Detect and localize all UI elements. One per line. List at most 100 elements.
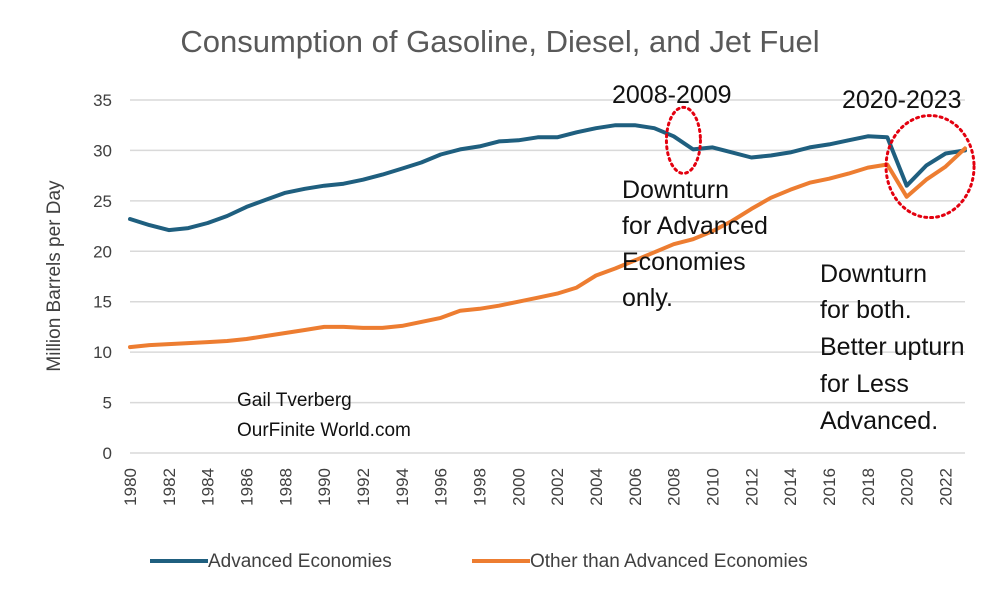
data-point-advanced <box>497 139 501 143</box>
highlight-circle-2008-2009 <box>664 105 702 175</box>
y-tick-label: 0 <box>103 444 112 463</box>
data-point-other <box>594 273 598 277</box>
data-point-other <box>322 325 326 329</box>
x-tick-label: 2002 <box>548 468 567 506</box>
data-point-other <box>283 331 287 335</box>
series-line-other <box>128 146 967 350</box>
x-tick-label: 2006 <box>626 468 645 506</box>
y-tick-label: 15 <box>93 293 112 312</box>
y-tick-label: 35 <box>93 91 112 110</box>
x-tick-label: 1998 <box>471 468 490 506</box>
data-point-advanced <box>245 205 249 209</box>
data-point-other <box>730 219 734 223</box>
y-tick-label: 5 <box>103 394 112 413</box>
data-point-other <box>186 341 190 345</box>
data-point-other <box>361 326 365 330</box>
x-tick-label: 1986 <box>238 468 257 506</box>
data-point-advanced <box>594 126 598 130</box>
data-point-advanced <box>439 152 443 156</box>
y-tick-labels: 0 5 10 15 20 25 30 35 <box>93 91 112 463</box>
data-point-other <box>613 266 617 270</box>
data-point-advanced <box>808 145 812 149</box>
x-tick-label: 2018 <box>859 468 878 506</box>
data-point-advanced <box>283 191 287 195</box>
data-point-advanced <box>206 221 210 225</box>
data-point-advanced <box>749 155 753 159</box>
data-point-other <box>380 326 384 330</box>
data-point-advanced <box>769 153 773 157</box>
data-point-advanced <box>613 123 617 127</box>
x-tick-label: 1994 <box>393 468 412 506</box>
data-point-other <box>439 316 443 320</box>
data-point-advanced <box>575 130 579 134</box>
data-point-advanced <box>225 214 229 218</box>
x-tick-label: 2020 <box>898 468 917 506</box>
data-point-advanced <box>846 138 850 142</box>
chart-title: Consumption of Gasoline, Diesel, and Jet… <box>180 24 819 59</box>
note-advanced-line-3: Economies <box>622 248 746 276</box>
x-tick-label: 2010 <box>704 468 723 506</box>
data-point-advanced <box>730 150 734 154</box>
data-point-advanced <box>536 135 540 139</box>
data-point-advanced <box>167 228 171 232</box>
x-tick-label: 2022 <box>937 468 956 506</box>
y-tick-label: 10 <box>93 343 112 362</box>
annotation-2008-2009: 2008-2009 <box>612 81 732 109</box>
y-tick-label: 25 <box>93 192 112 211</box>
data-point-advanced <box>827 142 831 146</box>
x-tick-label: 1984 <box>199 468 218 506</box>
data-point-advanced <box>633 123 637 127</box>
note-both-line-1: Downturn <box>820 260 927 288</box>
data-point-other <box>147 343 151 347</box>
data-point-other <box>652 250 656 254</box>
x-tick-label: 2012 <box>742 468 761 506</box>
data-point-other <box>672 242 676 246</box>
data-point-other <box>342 325 346 329</box>
data-point-advanced <box>342 182 346 186</box>
x-tick-label: 1996 <box>432 468 451 506</box>
note-advanced-line-1: Downturn <box>622 176 729 204</box>
note-advanced-line-4: only. <box>622 284 673 312</box>
data-point-advanced <box>711 145 715 149</box>
x-tick-label: 1982 <box>160 468 179 506</box>
data-point-other <box>633 258 637 262</box>
note-advanced-line-2: for Advanced <box>622 212 768 240</box>
data-point-other <box>711 229 715 233</box>
data-point-advanced <box>303 187 307 191</box>
data-point-other <box>225 339 229 343</box>
data-point-other <box>536 296 540 300</box>
note-advanced-downturn: Downturn for Advanced Economies only. <box>622 176 768 312</box>
x-tick-label: 2016 <box>820 468 839 506</box>
y-axis-label: Million Barrels per Day <box>44 180 65 372</box>
data-point-other <box>846 172 850 176</box>
x-tick-label: 2000 <box>509 468 528 506</box>
credit-author: Gail Tverberg <box>237 390 352 411</box>
data-point-other <box>749 207 753 211</box>
x-tick-label: 1980 <box>121 468 140 506</box>
x-tick-labels: 1980 1982 1984 1986 1988 1990 1992 1994 1996 1998… <box>121 468 956 506</box>
data-point-advanced <box>924 164 928 168</box>
data-point-other <box>167 342 171 346</box>
data-point-other <box>245 337 249 341</box>
annotation-2020-2023: 2020-2023 <box>842 86 962 114</box>
data-point-other <box>478 307 482 311</box>
data-point-other <box>458 309 462 313</box>
data-point-advanced <box>555 135 559 139</box>
data-point-other <box>963 146 967 150</box>
x-tick-label: 2004 <box>587 468 606 506</box>
data-point-other <box>808 181 812 185</box>
data-point-other <box>303 328 307 332</box>
note-both-line-2: for both. <box>820 296 912 324</box>
data-point-other <box>866 166 870 170</box>
series-line-advanced <box>128 123 967 233</box>
data-point-advanced <box>419 161 423 165</box>
data-point-advanced <box>885 135 889 139</box>
x-tick-label: 1992 <box>354 468 373 506</box>
data-point-advanced <box>478 144 482 148</box>
highlight-circle-2020-2023 <box>884 114 976 220</box>
data-point-other <box>400 324 404 328</box>
credit: Gail Tverberg OurFinite World.com <box>237 390 411 441</box>
x-tick-label: 1990 <box>315 468 334 506</box>
y-tick-label: 20 <box>93 242 112 261</box>
